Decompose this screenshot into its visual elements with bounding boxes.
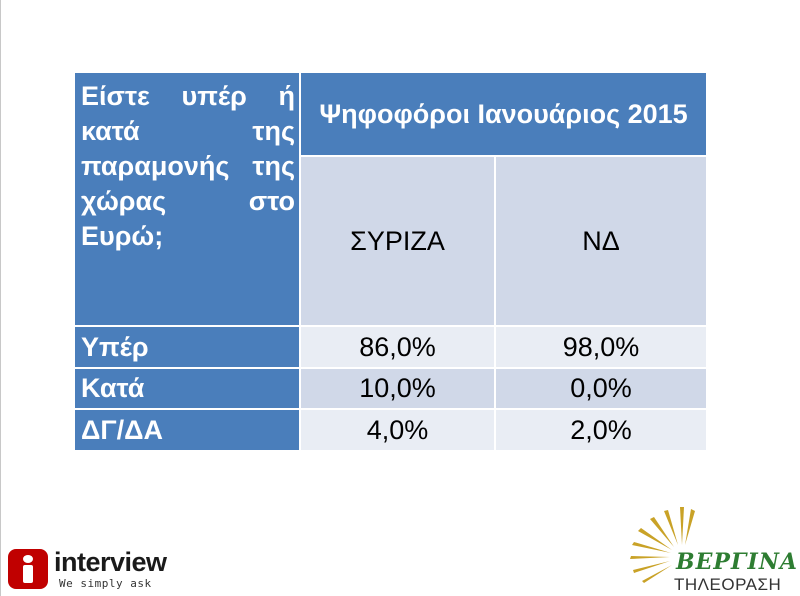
table-cell: 0,0% [493,367,709,410]
vergina-logo-subtitle: ΤΗΛΕΟΡΑΣΗ [674,575,782,594]
page-left-border [0,0,1,596]
table-row: ΔΓ/ΔΑ 4,0% 2,0% [73,408,709,452]
interview-logo-name: interview [54,547,167,577]
row-label: ΔΓ/ΔΑ [73,408,301,452]
table-cell: 86,0% [299,325,496,369]
interview-logo: interview We simply ask [8,547,178,591]
table-cell: 10,0% [299,367,496,410]
table-cell: 98,0% [493,325,709,369]
table-cell: 4,0% [299,408,496,452]
table-row: Υπέρ 86,0% 98,0% [73,325,709,369]
table-cell: 2,0% [493,408,709,452]
interview-logo-tagline: We simply ask [59,577,152,590]
vergina-tv-logo: ΒΕΡΓΙΝΑ ΤΗΛΕΟΡΑΣΗ [628,505,800,596]
info-i-icon [8,549,48,589]
vergina-sun-icon [630,507,695,583]
question-text: Είστε υπέρ ή κατά της παραμονής της χώρα… [81,81,295,251]
column-header-nd: ΝΔ [493,155,709,327]
row-label: Υπέρ [73,325,301,369]
question-header-cell: Είστε υπέρ ή κατά της παραμονής της χώρα… [73,71,301,327]
voters-group-header: Ψηφοφόροι Ιανουάριος 2015 [298,71,709,157]
survey-results-table: Είστε υπέρ ή κατά της παραμονής της χώρα… [73,71,709,452]
vergina-logo-name: ΒΕΡΓΙΝΑ [676,549,798,575]
table-row: Κατά 10,0% 0,0% [73,367,709,410]
column-header-syriza: ΣΥΡΙΖΑ [299,155,496,327]
row-label: Κατά [73,367,301,410]
